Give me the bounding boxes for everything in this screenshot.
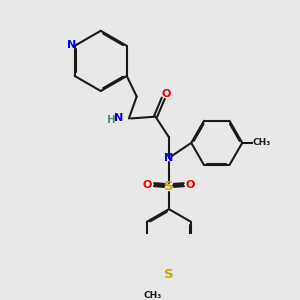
Text: N: N (114, 113, 124, 123)
Text: O: O (161, 89, 171, 99)
Text: S: S (164, 180, 174, 193)
Text: O: O (185, 180, 195, 190)
Text: CH₃: CH₃ (253, 138, 271, 147)
Text: N: N (67, 40, 76, 50)
Text: S: S (164, 268, 174, 281)
Text: H: H (107, 115, 116, 125)
Text: O: O (143, 180, 152, 190)
Text: CH₃: CH₃ (143, 291, 161, 300)
Text: N: N (164, 153, 174, 163)
